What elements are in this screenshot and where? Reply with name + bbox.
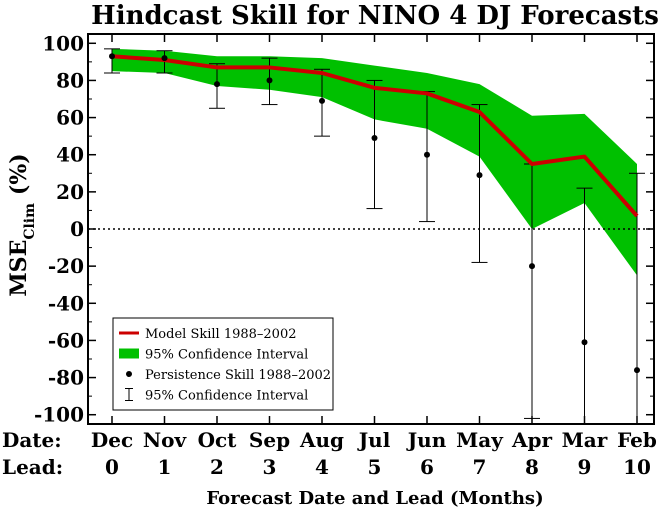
legend-label: Persistence Skill 1988–2002 bbox=[145, 368, 331, 383]
legend-item-3: Persistence Skill 1988–2002 bbox=[126, 368, 331, 383]
persistence-point-feb bbox=[634, 367, 640, 374]
y-tick-label: -60 bbox=[48, 328, 84, 352]
model-skill-line bbox=[111, 54, 639, 218]
y-tick-label: -40 bbox=[48, 291, 84, 315]
legend-swatch-band bbox=[119, 348, 139, 359]
persistence-errorbar-may bbox=[471, 104, 488, 263]
y-tick-label: 60 bbox=[56, 106, 84, 130]
legend-label: 95% Confidence Interval bbox=[145, 389, 308, 404]
legend: Model Skill 1988–2002 95% Confidence Inte… bbox=[112, 317, 334, 411]
x-date-label: Dec bbox=[91, 428, 133, 452]
x-date-label: Jul bbox=[357, 428, 391, 452]
y-tick-label: 80 bbox=[56, 68, 84, 92]
y-tick-label: 0 bbox=[70, 217, 84, 241]
x-lead-label: 9 bbox=[578, 455, 592, 479]
persistence-point-dec bbox=[109, 53, 115, 60]
x-lead-label: 6 bbox=[420, 455, 434, 479]
persistence-point-aug bbox=[319, 97, 325, 104]
plot-area: -100 -80 -60 -40 -20 0 20 40 60 80 100 Dec 0 Nov 1 Oct 2… bbox=[34, 31, 657, 479]
x-axis-label: Forecast Date and Lead (Months) bbox=[206, 488, 543, 509]
x-lead-label: 4 bbox=[315, 455, 329, 479]
x-date-label: Nov bbox=[143, 428, 188, 452]
legend-label: 95% Confidence Interval bbox=[145, 348, 308, 363]
x-lead-label: 7 bbox=[473, 455, 487, 479]
x-date-label: Oct bbox=[198, 428, 238, 452]
legend-item-4: 95% Confidence Interval bbox=[125, 388, 308, 404]
legend-item-2: 95% Confidence Interval bbox=[119, 348, 308, 363]
legend-box bbox=[112, 317, 334, 411]
y-axis-label-main: MSE bbox=[6, 240, 32, 297]
y-tick-label: 20 bbox=[56, 180, 84, 204]
x-date-label: Mar bbox=[562, 428, 608, 452]
persistence-point-sep bbox=[266, 77, 273, 84]
legend-item-1: Model Skill 1988–2002 bbox=[119, 327, 297, 342]
x-date-label: May bbox=[456, 428, 504, 452]
x-date-label: Apr bbox=[511, 428, 553, 452]
persistence-point-nov bbox=[161, 55, 168, 62]
y-axis-label-unit: (%) bbox=[6, 153, 32, 195]
persistence-point-jun bbox=[424, 151, 430, 158]
y-tick-label: 40 bbox=[56, 143, 84, 167]
persistence-point-apr bbox=[529, 263, 535, 270]
persistence-point-jul bbox=[371, 135, 378, 141]
x-date-label: Jun bbox=[406, 428, 447, 452]
persistence-point-may bbox=[476, 172, 483, 179]
persistence-errorbar-dec bbox=[104, 48, 120, 74]
x-date-label: Aug bbox=[299, 428, 344, 452]
y-tick-label: -100 bbox=[34, 403, 84, 427]
lead-row-label: Lead: bbox=[2, 455, 63, 479]
persistence-errorbar-jul bbox=[366, 79, 383, 210]
x-lead-label: 5 bbox=[368, 455, 382, 479]
x-lead-label: 1 bbox=[158, 455, 172, 479]
y-axis-label-sub: Clim bbox=[22, 203, 38, 240]
x-lead-label: 3 bbox=[263, 455, 277, 479]
y-tick-label: -20 bbox=[48, 254, 84, 278]
date-row-label: Date: bbox=[2, 428, 62, 452]
y-tick-label: 100 bbox=[42, 31, 84, 55]
x-date-label: Feb bbox=[617, 428, 657, 452]
y-axis-label: MSEClim (%) bbox=[6, 153, 38, 296]
x-lead-label: 10 bbox=[623, 455, 651, 479]
persistence-point-mar bbox=[581, 339, 588, 346]
x-lead-label: 2 bbox=[210, 455, 224, 479]
legend-label: Model Skill 1988–2002 bbox=[145, 327, 297, 342]
x-lead-label: 0 bbox=[105, 455, 119, 479]
persistence-errorbar-mar bbox=[576, 187, 593, 425]
chart-title: Hindcast Skill for NINO 4 DJ Forecasts bbox=[91, 1, 659, 31]
legend-swatch-dot bbox=[126, 371, 132, 377]
persistence-point-oct bbox=[214, 81, 220, 88]
x-date-label: Sep bbox=[249, 428, 290, 452]
model-confidence-band bbox=[112, 48, 637, 276]
x-lead-label: 8 bbox=[525, 455, 539, 479]
y-tick-label: -80 bbox=[48, 366, 84, 390]
